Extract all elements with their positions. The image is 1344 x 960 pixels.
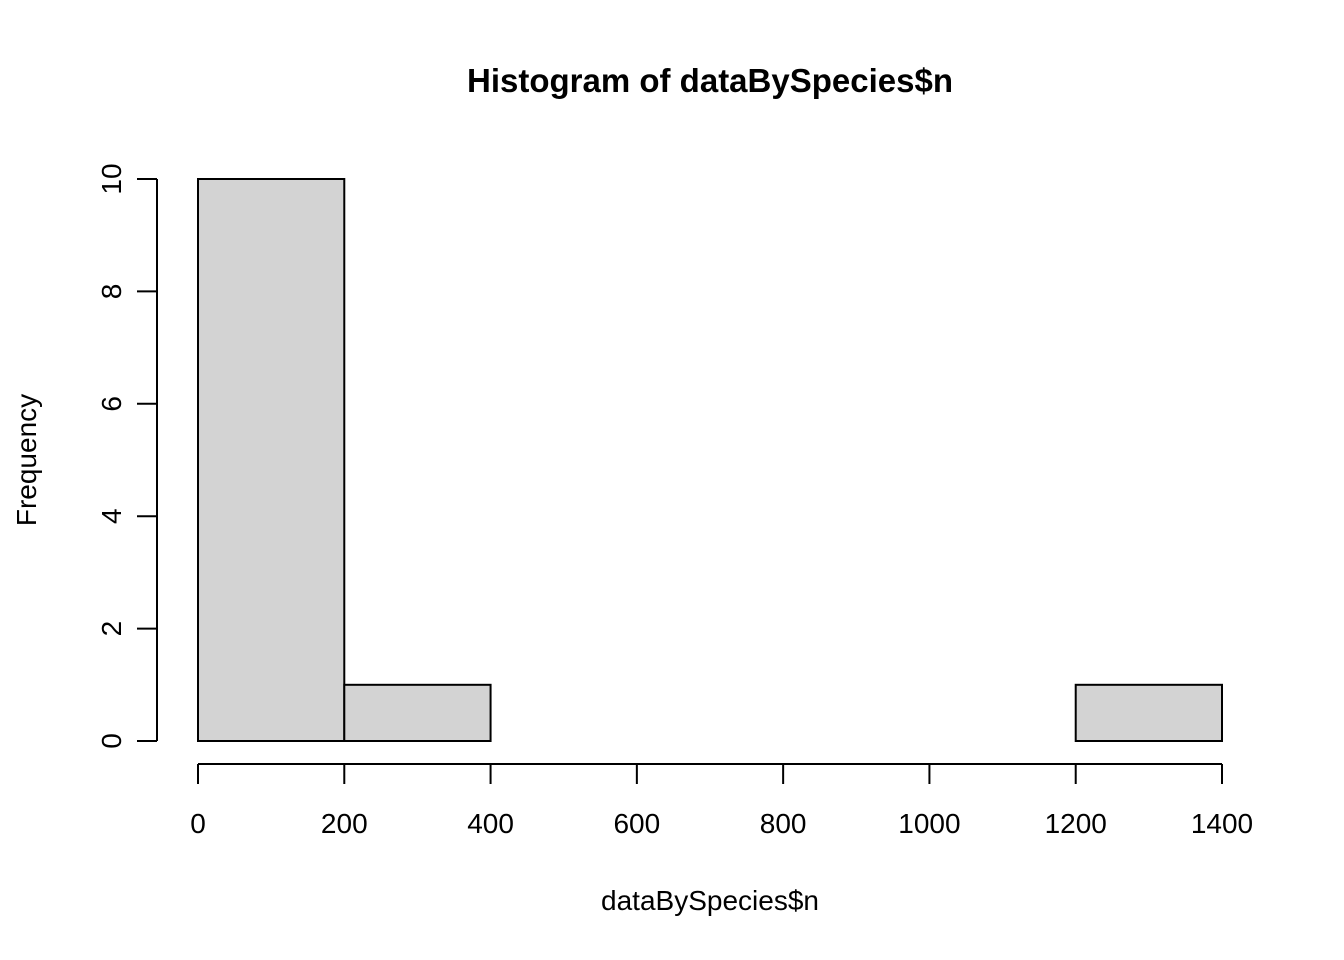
x-tick-label: 600 [613,808,660,839]
y-axis: 0 2 4 6 8 10 [96,163,158,749]
y-tick-label: 0 [96,733,127,749]
histogram-bar [1074,683,1223,742]
y-tick-label: 8 [96,284,127,300]
bars-group [197,178,1223,742]
y-axis-label: Frequency [11,394,42,526]
chart-title: Histogram of dataBySpecies$n [467,62,953,99]
x-tick-label: 200 [321,808,368,839]
y-tick-label: 6 [96,396,127,412]
x-tick-label: 1000 [898,808,960,839]
x-axis: 0 200 400 600 800 1000 1200 1400 [190,763,1253,839]
x-tick-label: 0 [190,808,206,839]
y-tick-label: 2 [96,621,127,637]
x-axis-label: dataBySpecies$n [601,885,819,916]
x-tick-label: 800 [760,808,807,839]
x-tick-label: 400 [467,808,514,839]
histogram-bar [197,178,346,742]
y-tick-label: 4 [96,508,127,524]
histogram-bar [343,683,492,742]
y-tick-label: 10 [96,163,127,194]
x-tick-label: 1200 [1045,808,1107,839]
x-tick-label: 1400 [1191,808,1253,839]
